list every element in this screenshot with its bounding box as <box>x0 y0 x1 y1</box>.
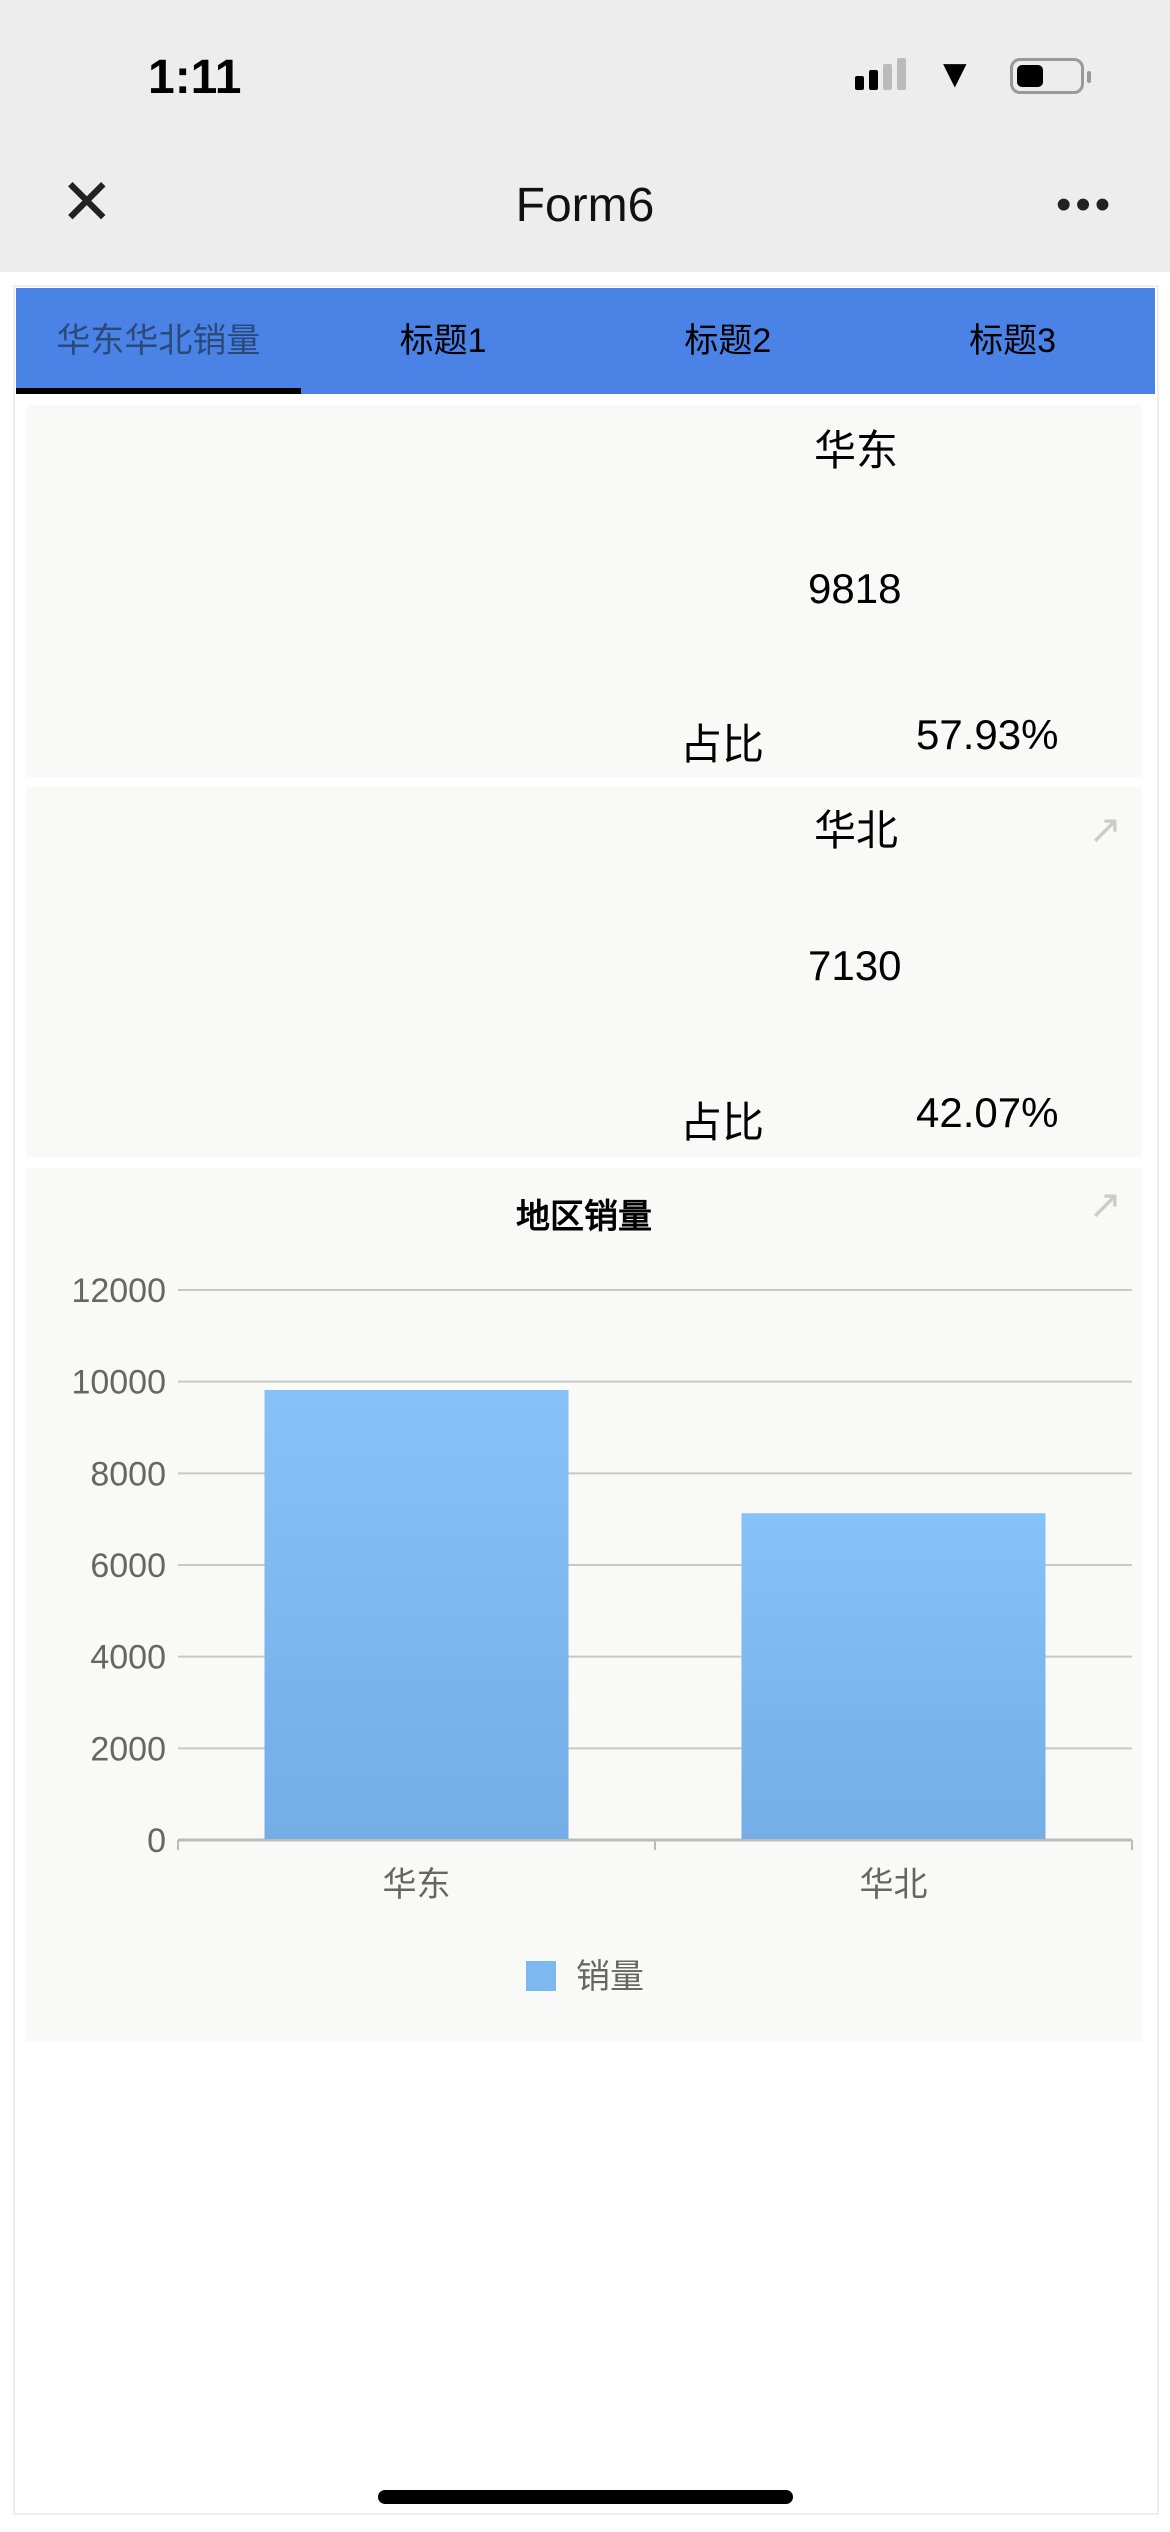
bar-华北[interactable] <box>741 1513 1046 1839</box>
expand-icon[interactable]: ↗ <box>1088 1183 1122 1227</box>
region-label: 华北 <box>814 807 899 854</box>
tab-title2[interactable]: 标题2 <box>684 322 772 360</box>
more-icon[interactable]: ••• <box>1056 180 1115 229</box>
x-tick-label: 华北 <box>860 1866 928 1904</box>
y-tick-label: 12000 <box>71 1272 166 1310</box>
y-tick-label: 6000 <box>90 1547 166 1585</box>
region-value: 7130 <box>808 942 902 989</box>
status-time: 1:11 <box>148 51 242 104</box>
y-tick-label: 0 <box>147 1822 166 1860</box>
ratio-value: 42.07% <box>916 1089 1059 1136</box>
region-label: 华东 <box>814 427 899 474</box>
tab-title1[interactable]: 标题1 <box>399 322 487 360</box>
bar-chart: 地区销量 0 2000 4000 6000 8000 10000 12000 华东 华北 销量 <box>71 1198 1133 1996</box>
top-bar: 1:11 ▼ ✕ Form6 ••• <box>0 0 1170 272</box>
y-tick-label: 8000 <box>90 1455 166 1493</box>
chart-title: 地区销量 <box>516 1198 652 1236</box>
page-title: Form6 <box>515 179 655 232</box>
x-tick-label: 华东 <box>383 1866 451 1904</box>
signal-icon <box>855 58 906 90</box>
tab-title3[interactable]: 标题3 <box>969 322 1057 360</box>
home-indicator <box>378 2490 793 2504</box>
bar-华东[interactable] <box>264 1390 569 1839</box>
chart-card: ↗ 地区销量 0 2000 4000 6000 8000 10000 12000 华东 华北 销… <box>26 1168 1142 2042</box>
kpi-card-north: 华北 ↗ 7130 占比 42.07% <box>26 787 1142 1157</box>
tab-east-north-sales[interactable]: 华东华北销量 <box>16 288 301 394</box>
legend-label[interactable]: 销量 <box>576 1958 644 1996</box>
close-icon[interactable]: ✕ <box>60 166 114 238</box>
ratio-label: 占比 <box>680 721 765 768</box>
ratio-value: 57.93% <box>916 711 1059 758</box>
tab-bar: 华东华北销量 标题1 标题2 标题3 <box>16 288 1155 394</box>
y-tick-label: 4000 <box>90 1639 166 1677</box>
y-tick-label: 10000 <box>71 1364 166 1402</box>
ratio-label: 占比 <box>680 1099 765 1146</box>
kpi-card-east: 华东 9818 占比 57.93% <box>26 405 1142 777</box>
battery-icon <box>1010 58 1091 94</box>
wifi-icon: ▼ <box>935 52 975 96</box>
expand-icon[interactable]: ↗ <box>1088 808 1122 852</box>
legend-swatch <box>526 1961 556 1991</box>
region-value: 9818 <box>808 565 902 612</box>
y-tick-label: 2000 <box>90 1730 166 1768</box>
